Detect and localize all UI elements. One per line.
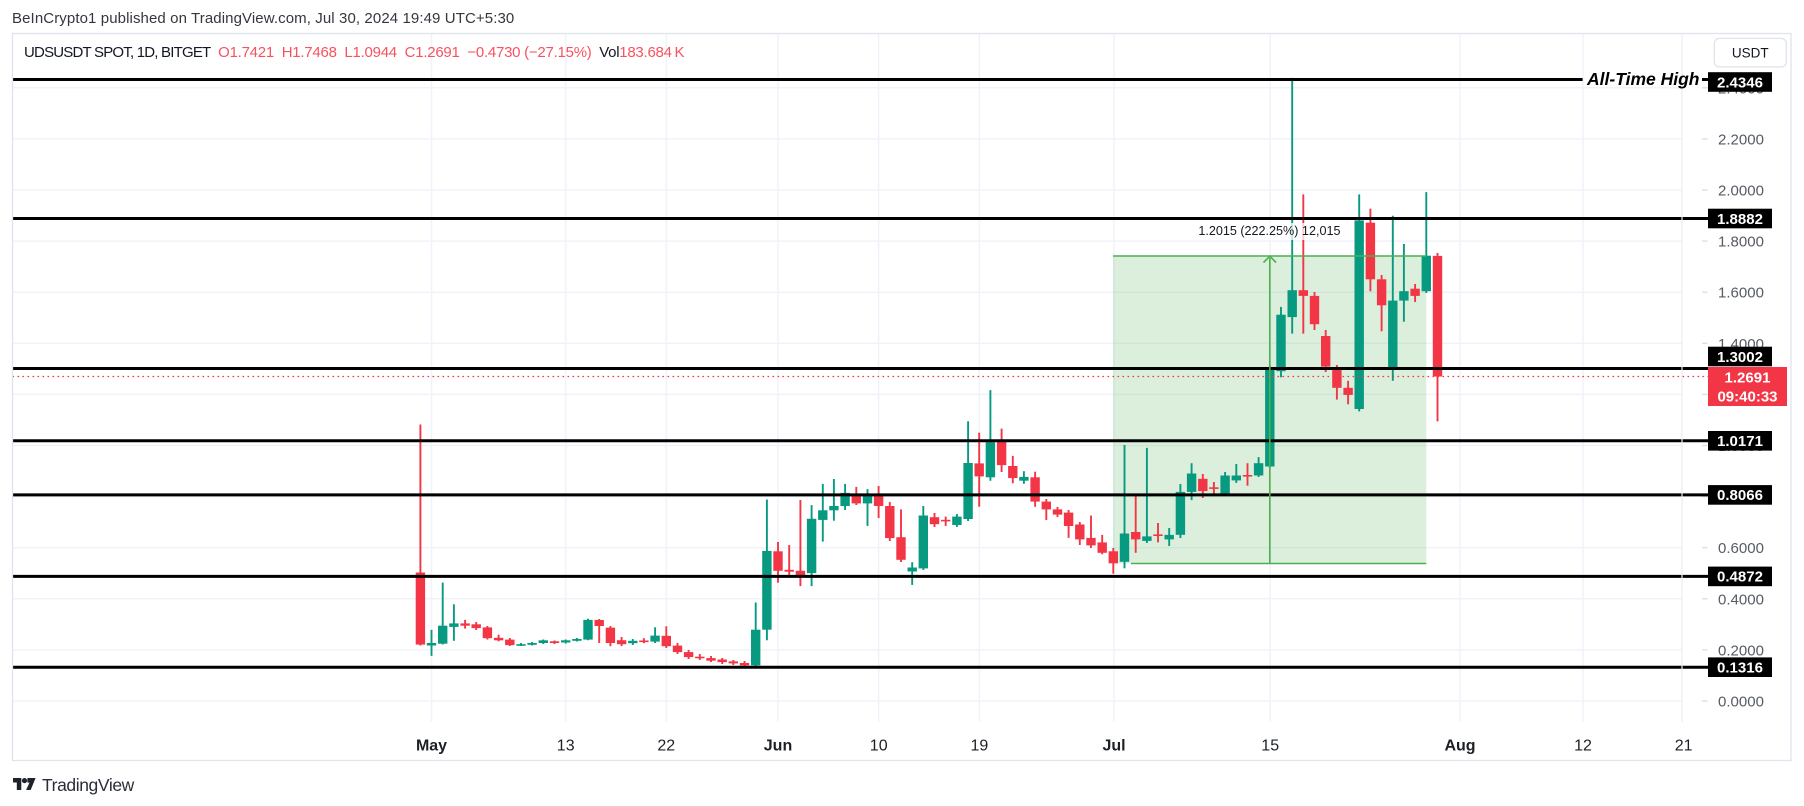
- svg-text:0.8066: 0.8066: [1717, 487, 1763, 504]
- svg-text:May: May: [416, 738, 447, 755]
- svg-text:2.2000: 2.2000: [1718, 131, 1764, 148]
- svg-text:19: 19: [971, 738, 989, 755]
- svg-text:Jun: Jun: [764, 738, 792, 755]
- svg-text:0.0000: 0.0000: [1718, 694, 1764, 711]
- svg-text:12: 12: [1574, 738, 1592, 755]
- svg-text:21: 21: [1675, 738, 1693, 755]
- svg-text:1.2691: 1.2691: [1725, 370, 1771, 387]
- svg-text:1.2015 (222.25%) 12,015: 1.2015 (222.25%) 12,015: [1198, 224, 1340, 238]
- svg-text:1.6000: 1.6000: [1718, 285, 1764, 302]
- svg-text:22: 22: [657, 738, 675, 755]
- svg-text:0.1316: 0.1316: [1717, 660, 1763, 677]
- svg-text:2.0000: 2.0000: [1718, 183, 1764, 200]
- svg-text:15: 15: [1261, 738, 1279, 755]
- svg-text:10: 10: [870, 738, 888, 755]
- svg-text:USDT: USDT: [1732, 46, 1769, 61]
- svg-text:1.8882: 1.8882: [1717, 211, 1763, 228]
- svg-text:0.6000: 0.6000: [1718, 540, 1764, 557]
- svg-text:2.4346: 2.4346: [1717, 74, 1763, 91]
- svg-text:09:40:33: 09:40:33: [1717, 389, 1777, 406]
- svg-text:1.8000: 1.8000: [1718, 234, 1764, 251]
- svg-text:1.3002: 1.3002: [1717, 349, 1763, 366]
- svg-text:13: 13: [557, 738, 575, 755]
- svg-text:Jul: Jul: [1102, 738, 1125, 755]
- svg-text:0.4872: 0.4872: [1717, 569, 1763, 586]
- svg-text:All-Time High: All-Time High: [1586, 69, 1699, 89]
- svg-text:0.2000: 0.2000: [1718, 642, 1764, 659]
- svg-text:Aug: Aug: [1444, 738, 1475, 755]
- svg-text:0.4000: 0.4000: [1718, 591, 1764, 608]
- svg-text:1.0171: 1.0171: [1717, 433, 1763, 450]
